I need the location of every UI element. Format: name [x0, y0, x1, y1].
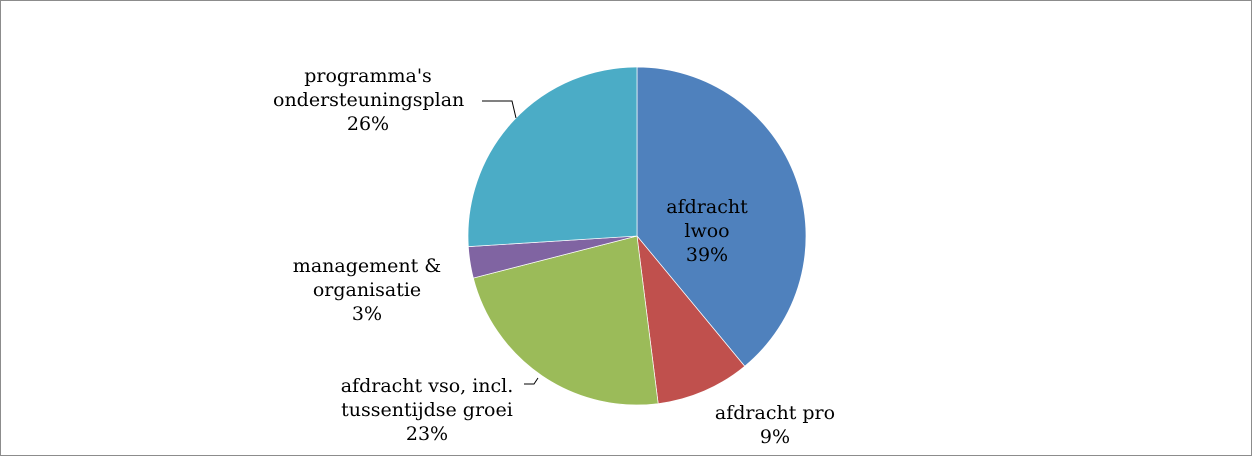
category-label: afdracht vso, incl. tussentijdse groei	[340, 375, 514, 421]
category-label: management & organisatie	[292, 255, 442, 301]
slice-label: afdracht pro 9%	[705, 401, 845, 449]
pie-slice	[467, 66, 638, 247]
value-label: 26%	[346, 113, 390, 135]
leader-line	[482, 100, 517, 119]
slice-label: programma's ondersteuningsplan 26%	[273, 64, 465, 136]
slice-label: management & organisatie 3%	[292, 254, 442, 326]
pie-slice	[636, 66, 807, 367]
value-label: 23%	[405, 423, 449, 445]
pie-slice	[472, 235, 659, 406]
value-label: 3%	[351, 303, 383, 325]
value-label: 9%	[759, 426, 791, 448]
category-label: afdracht pro	[714, 402, 836, 424]
leader-line	[524, 377, 539, 385]
category-label: programma's ondersteuningsplan	[273, 65, 465, 111]
value-label: 39%	[685, 244, 729, 266]
pie-slice	[636, 234, 746, 405]
slice-label: afdracht vso, incl. tussentijdse groei 23…	[322, 374, 532, 446]
slice-label: afdracht lwoo 39%	[662, 195, 752, 267]
category-label: afdracht lwoo	[666, 196, 748, 242]
